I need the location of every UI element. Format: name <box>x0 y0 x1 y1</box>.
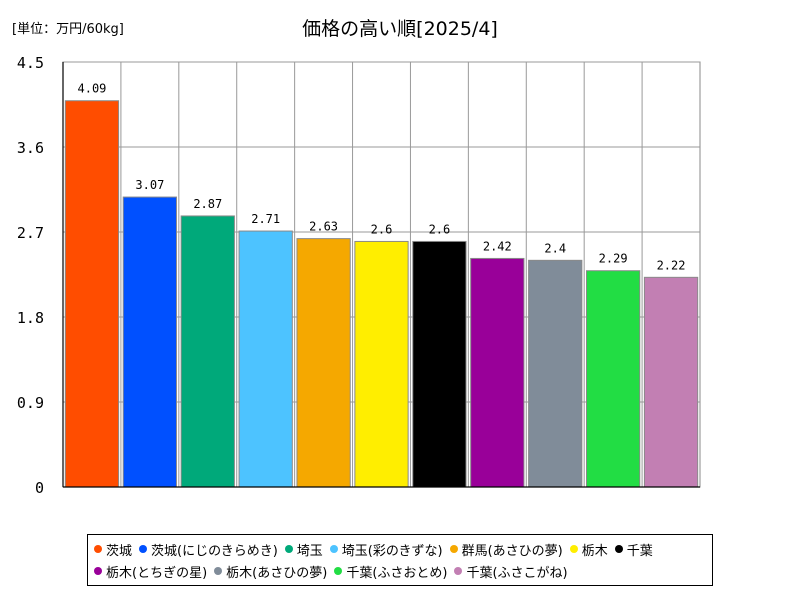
legend-marker <box>454 567 463 575</box>
bar <box>643 276 699 488</box>
legend-label: 千葉(ふさおとめ) <box>346 565 448 581</box>
legend-item: 栃木 <box>569 538 608 560</box>
chart-legend: 茨城 茨城(にじのきらめき) 埼玉 埼玉(彩のきずな) 群馬(あさひの夢) 栃木 千葉栃木(… <box>87 534 713 586</box>
y-tick-label: 2.7 <box>17 224 44 242</box>
bar-value-label: 2.87 <box>193 197 222 211</box>
legend-marker <box>449 545 458 553</box>
legend-label: 茨城(にじのきらめき) <box>151 543 278 559</box>
y-tick-label: 1.8 <box>17 309 44 327</box>
legend-item: 埼玉 <box>284 538 323 560</box>
legend-marker <box>569 545 578 553</box>
legend-item: 茨城(にじのきらめき) <box>139 538 278 560</box>
bar <box>528 259 583 488</box>
y-tick-label: 3.6 <box>17 139 44 157</box>
legend-marker <box>329 545 338 553</box>
legend-label: 千葉 <box>626 543 653 559</box>
legend-item: 埼玉(彩のきずな) <box>329 538 443 560</box>
legend-label: 群馬(あさひの夢) <box>461 543 563 559</box>
legend-marker <box>334 567 343 575</box>
legend-label: 埼玉 <box>296 543 323 559</box>
legend-item: 栃木(あさひの夢) <box>214 560 327 582</box>
bar-value-label: 2.42 <box>483 239 512 253</box>
bar <box>296 238 351 488</box>
bar <box>585 270 641 488</box>
bar-value-label: 2.29 <box>599 252 628 266</box>
legend-marker <box>214 567 223 575</box>
legend-marker <box>139 545 148 553</box>
bar <box>122 196 178 488</box>
legend-label: 埼玉(彩のきずな) <box>341 543 443 559</box>
legend-item: 茨城 <box>94 538 132 560</box>
legend-marker <box>94 567 102 575</box>
legend-marker <box>94 545 102 553</box>
bar-value-label: 2.63 <box>309 220 338 234</box>
legend-marker <box>614 545 623 553</box>
bar-value-label: 2.71 <box>251 212 280 226</box>
legend-item: 千葉(ふさおとめ) <box>334 560 447 582</box>
bar <box>180 215 235 488</box>
legend-item: 千葉 <box>614 538 653 560</box>
legend-label: 茨城 <box>106 543 133 559</box>
chart-title: 価格の高い順[2025/4] <box>302 18 498 40</box>
legend-label: 栃木(とちぎの星) <box>106 565 208 581</box>
bar-value-label: 2.6 <box>429 222 451 236</box>
bar <box>238 230 293 488</box>
bar-value-label: 2.4 <box>544 241 566 255</box>
bar-value-label: 2.22 <box>657 258 686 272</box>
legend-item: 栃木(とちぎの星) <box>94 560 207 582</box>
bar-value-label: 4.09 <box>78 82 107 96</box>
y-tick-label: 0 <box>35 479 44 497</box>
bar <box>412 240 467 488</box>
bar-value-label: 3.07 <box>135 178 164 192</box>
legend-label: 栃木(あさひの夢) <box>226 565 328 581</box>
legend-label: 栃木 <box>581 543 608 559</box>
legend-label: 千葉(ふさこがね) <box>466 565 568 581</box>
bar <box>470 257 525 488</box>
y-tick-label: 4.5 <box>17 54 44 72</box>
bar <box>64 100 120 488</box>
legend-marker <box>284 545 293 553</box>
legend-item: 群馬(あさひの夢) <box>449 538 563 560</box>
legend-item: 千葉(ふさこがね) <box>454 560 568 582</box>
bar-value-label: 2.6 <box>371 222 393 236</box>
unit-label: [単位：万円/60kg] <box>12 22 124 37</box>
y-tick-label: 0.9 <box>17 394 44 412</box>
bar <box>354 240 409 488</box>
